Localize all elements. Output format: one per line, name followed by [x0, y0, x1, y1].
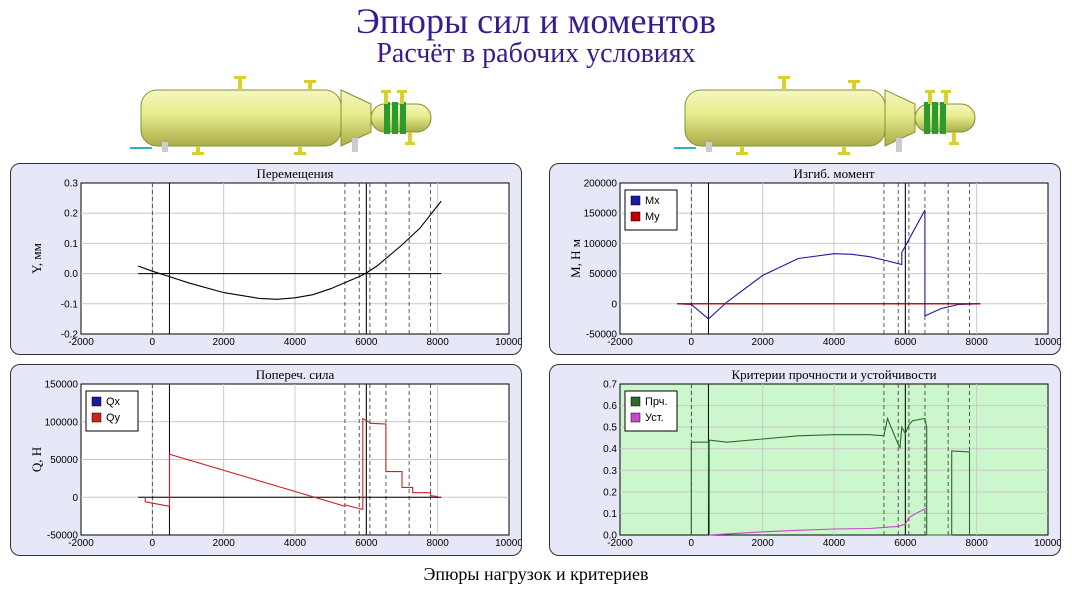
- x-tick-label: -2000: [68, 337, 94, 348]
- x-tick-label: 4000: [823, 538, 846, 549]
- x-tick-label: 8000: [427, 337, 450, 348]
- legend-label: Qx: [106, 396, 121, 408]
- x-tick-label: -2000: [68, 538, 94, 549]
- y-axis-label: Q, Н: [29, 447, 44, 472]
- y-axis-label: Y, мм: [29, 243, 44, 274]
- chart-bending-moment: Изгиб. момент -2000 0 2000 4000 6000 8000 10000…: [568, 166, 1060, 348]
- x-tick-label: 10000: [495, 538, 521, 549]
- y-tick-label: 100000: [584, 239, 618, 250]
- y-tick-label: 100000: [45, 417, 79, 428]
- x-tick-label: 10000: [495, 337, 521, 348]
- series-line-Mx: [677, 209, 981, 320]
- series-line-s1: [709, 507, 927, 536]
- legend-swatch: [630, 211, 641, 222]
- legend-swatch: [91, 412, 102, 423]
- y-tick-label: -0.1: [61, 299, 79, 310]
- vessel-drawing-right: [674, 76, 976, 155]
- y-tick-label: 0.7: [603, 380, 617, 391]
- y-tick-label: 0.5: [603, 423, 617, 434]
- x-tick-label: 2000: [213, 538, 236, 549]
- legend-label: Уст.: [645, 412, 664, 424]
- legend-label: My: [645, 211, 660, 223]
- y-tick-label: 0: [72, 493, 78, 504]
- legend-box: [85, 390, 139, 432]
- y-tick-label: 200000: [584, 179, 618, 190]
- x-tick-label: 0: [150, 337, 156, 348]
- chart-title: Попереч. сила: [256, 367, 335, 382]
- x-tick-label: 10000: [1034, 538, 1060, 549]
- x-tick-label: -2000: [607, 538, 633, 549]
- chart-shear-force: Попереч. сила -2000 0 2000 4000 6000 8000 10000…: [29, 367, 521, 549]
- y-tick-label: 0.1: [603, 509, 617, 520]
- x-tick-label: 0: [689, 337, 695, 348]
- x-tick-label: 8000: [966, 538, 989, 549]
- x-tick-label: 4000: [823, 337, 846, 348]
- legend-swatch: [630, 396, 641, 407]
- panel-strength-criteria: Критерии прочности и устойчивости -2000 0 2…: [549, 364, 1061, 556]
- x-tick-label: 6000: [894, 538, 917, 549]
- x-tick-label: 2000: [752, 538, 775, 549]
- page-title: Эпюры сил и моментов: [356, 1, 716, 41]
- legend-label: Qy: [106, 412, 121, 424]
- x-tick-label: 6000: [894, 337, 917, 348]
- y-tick-label: 0.0: [64, 269, 78, 280]
- y-tick-label: 0.2: [64, 209, 78, 220]
- chart-displacement: Перемещения -2000 0 2000 4000 6000 8000 10000 -0…: [29, 166, 521, 348]
- y-tick-label: 0.2: [603, 487, 617, 498]
- series-line-s0: [137, 200, 442, 300]
- legend-label: Mx: [645, 195, 660, 207]
- vessel-drawing-left: [130, 76, 432, 155]
- legend-swatch: [630, 195, 641, 206]
- y-tick-label: 0.0: [603, 531, 617, 542]
- x-tick-label: 8000: [427, 538, 450, 549]
- x-tick-label: 8000: [966, 337, 989, 348]
- y-tick-label: 50000: [50, 455, 78, 466]
- y-tick-label: -0.2: [61, 330, 79, 341]
- chart-title: Критерии прочности и устойчивости: [731, 367, 936, 382]
- chart-strength-criteria: Критерии прочности и устойчивости -2000 0 2…: [603, 367, 1060, 549]
- y-tick-label: 150000: [584, 209, 618, 220]
- x-tick-label: 2000: [752, 337, 775, 348]
- x-tick-label: 6000: [355, 538, 378, 549]
- x-tick-label: 6000: [355, 337, 378, 348]
- page-subtitle: Расчёт в рабочих условиях: [376, 38, 696, 69]
- y-axis-label: M, Н м: [568, 239, 583, 278]
- legend-swatch: [91, 396, 102, 407]
- y-tick-label: 50000: [589, 269, 617, 280]
- figure-caption: Эпюры нагрузок и критериев: [423, 564, 649, 584]
- legend-label: Прч.: [645, 396, 668, 408]
- y-tick-label: 0.1: [64, 239, 78, 250]
- series-line-Qy: [144, 417, 438, 510]
- panel-bending-moment: Изгиб. момент -2000 0 2000 4000 6000 8000 10000…: [549, 163, 1061, 355]
- x-tick-label: -2000: [607, 337, 633, 348]
- x-tick-label: 0: [150, 538, 156, 549]
- x-tick-label: 4000: [284, 337, 307, 348]
- y-tick-label: 0: [611, 299, 617, 310]
- chart-title: Перемещения: [256, 166, 333, 181]
- legend-swatch: [630, 412, 641, 423]
- y-tick-label: 0.4: [603, 444, 617, 455]
- y-tick-label: -50000: [47, 531, 79, 542]
- chart-title: Изгиб. момент: [793, 166, 874, 181]
- y-tick-label: 0.3: [603, 466, 617, 477]
- series-line-s0: [690, 416, 971, 536]
- y-tick-label: 0.6: [603, 401, 617, 412]
- x-tick-label: 4000: [284, 538, 307, 549]
- x-tick-label: 0: [689, 538, 695, 549]
- x-tick-label: 10000: [1034, 337, 1060, 348]
- x-tick-label: 2000: [213, 337, 236, 348]
- panel-displacement: Перемещения -2000 0 2000 4000 6000 8000 10000 -0…: [10, 163, 522, 355]
- y-tick-label: 150000: [45, 380, 79, 391]
- y-tick-label: -50000: [586, 330, 618, 341]
- panel-shear-force: Попереч. сила -2000 0 2000 4000 6000 8000 10000…: [10, 364, 522, 556]
- y-tick-label: 0.3: [64, 179, 78, 190]
